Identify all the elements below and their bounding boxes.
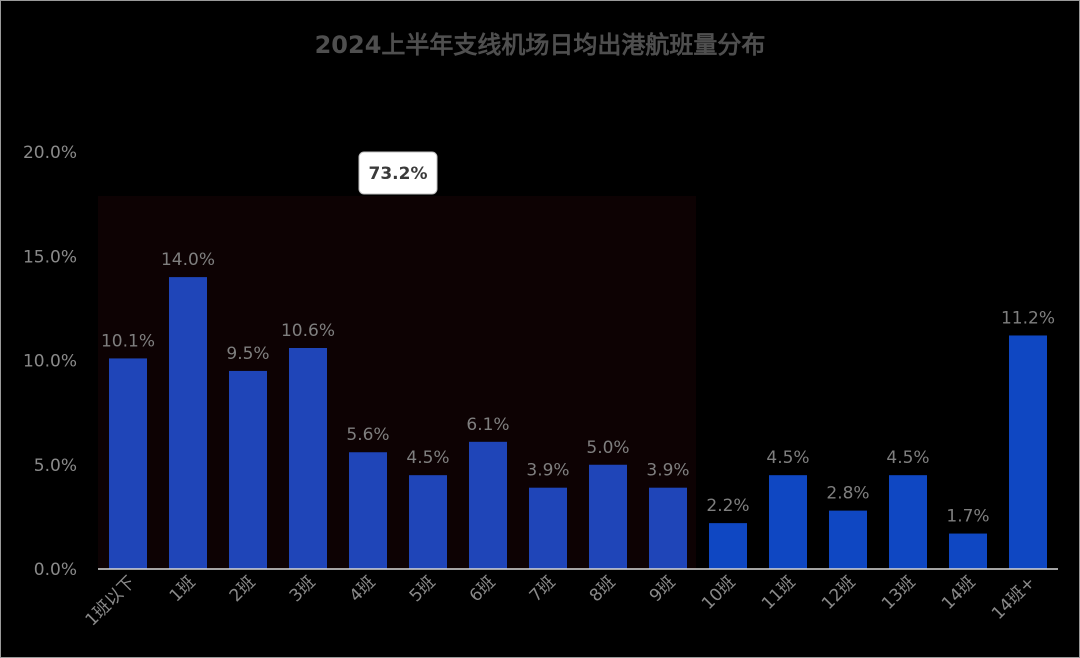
y-tick-label: 5.0% <box>34 456 77 476</box>
bar <box>1009 335 1047 569</box>
data-label: 4.5% <box>886 448 929 468</box>
data-label: 2.8% <box>826 484 869 504</box>
data-label: 14.0% <box>161 250 215 270</box>
x-tick-label: 14班+ <box>988 572 1040 624</box>
bar <box>349 452 387 569</box>
bar <box>709 523 747 569</box>
data-label: 6.1% <box>466 415 509 435</box>
x-tick-label: 12班 <box>818 572 859 613</box>
data-labels: 10.1% 14.0% 9.5% 10.6% 5.6% 4.5% 6.1% 3.9% 5.0% 3… <box>101 250 1055 526</box>
data-label: 10.6% <box>281 321 335 341</box>
data-label: 4.5% <box>406 448 449 468</box>
y-tick-label: 15.0% <box>23 247 77 267</box>
y-tick-label: 10.0% <box>23 352 77 372</box>
bar <box>649 487 687 569</box>
x-tick-label: 1班 <box>166 572 200 606</box>
bar <box>529 487 567 569</box>
data-label: 9.5% <box>226 344 269 364</box>
bar <box>829 510 867 569</box>
x-tick-label: 1班以下 <box>82 572 140 630</box>
y-tick-label: 20.0% <box>23 143 77 163</box>
bar <box>289 347 327 569</box>
bar <box>229 370 267 569</box>
data-label: 11.2% <box>1001 308 1055 328</box>
data-label: 3.9% <box>526 461 569 481</box>
x-axis-ticks: 1班以下 1班 2班 3班 4班 5班 6班 7班 8班 9班 10班 11班 12班 13班 14班 14班… <box>82 572 1040 630</box>
x-tick-label: 4班 <box>346 572 380 606</box>
x-tick-label: 6班 <box>466 572 500 606</box>
y-tick-label: 0.0% <box>34 560 77 580</box>
data-label: 10.1% <box>101 331 155 351</box>
x-tick-label: 3班 <box>286 572 320 606</box>
bar <box>109 358 147 569</box>
highlight-callout: 73.2% <box>358 151 438 195</box>
x-tick-label: 13班 <box>878 572 919 613</box>
data-label: 4.5% <box>766 448 809 468</box>
y-axis-ticks: 0.0% 5.0% 10.0% 15.0% 20.0% <box>23 143 77 580</box>
x-tick-label: 8班 <box>586 572 620 606</box>
x-tick-label: 7班 <box>526 572 560 606</box>
x-tick-label: 10班 <box>698 572 739 613</box>
bar <box>769 475 807 569</box>
data-label: 2.2% <box>706 496 749 516</box>
x-tick-label: 14班 <box>938 572 979 613</box>
chart-title: 2024上半年支线机场日均出港航班量分布 <box>315 31 766 59</box>
bar <box>589 464 627 569</box>
data-label: 1.7% <box>946 507 989 527</box>
data-label: 3.9% <box>646 461 689 481</box>
bar <box>169 277 207 569</box>
data-label: 5.0% <box>586 438 629 458</box>
x-tick-label: 5班 <box>406 572 440 606</box>
x-tick-label: 11班 <box>758 572 799 613</box>
bar <box>949 533 987 569</box>
bars <box>109 277 1047 569</box>
callout-label: 73.2% <box>369 164 428 184</box>
callout-box <box>358 151 438 195</box>
bar <box>469 441 507 569</box>
bar <box>409 475 447 569</box>
data-label: 5.6% <box>346 425 389 445</box>
x-tick-label: 2班 <box>226 572 260 606</box>
bar <box>889 475 927 569</box>
x-tick-label: 9班 <box>646 572 680 606</box>
